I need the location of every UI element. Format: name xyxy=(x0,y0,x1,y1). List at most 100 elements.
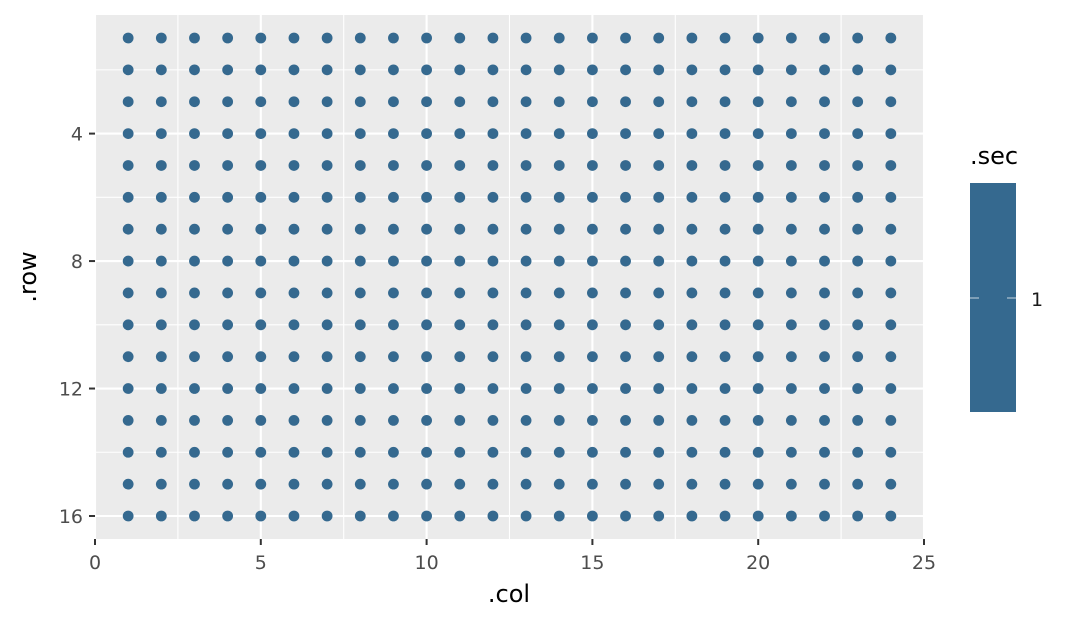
data-point xyxy=(686,128,698,140)
data-point xyxy=(421,223,432,235)
data-point xyxy=(155,191,167,203)
data-point xyxy=(752,446,764,458)
data-point xyxy=(421,64,432,76)
data-point xyxy=(122,160,134,171)
data-point xyxy=(686,160,698,171)
data-point xyxy=(189,255,200,267)
data-point xyxy=(354,96,366,108)
data-point xyxy=(421,128,432,140)
data-point xyxy=(255,223,267,235)
data-point xyxy=(785,510,797,522)
data-point xyxy=(885,32,897,44)
data-point xyxy=(620,351,631,363)
data-point xyxy=(885,287,897,299)
data-point xyxy=(819,255,830,267)
data-point xyxy=(819,191,830,203)
data-point xyxy=(752,510,764,522)
data-point xyxy=(620,96,631,108)
data-point xyxy=(487,223,499,235)
data-point xyxy=(520,160,532,171)
data-point xyxy=(587,351,598,363)
data-point xyxy=(752,319,764,331)
data-point xyxy=(189,478,200,490)
data-point xyxy=(189,96,200,108)
y-tick-label: 8 xyxy=(71,251,83,273)
data-point xyxy=(454,446,466,458)
data-point xyxy=(620,191,631,203)
data-point xyxy=(719,446,731,458)
data-point xyxy=(620,383,631,394)
data-point xyxy=(354,287,366,299)
data-point xyxy=(388,128,399,140)
data-point xyxy=(686,287,698,299)
data-point xyxy=(354,223,366,235)
data-point xyxy=(487,383,499,394)
data-point xyxy=(553,96,565,108)
data-point xyxy=(785,32,797,44)
data-point xyxy=(553,319,565,331)
data-point xyxy=(454,191,466,203)
data-point xyxy=(587,223,598,235)
data-point xyxy=(752,383,764,394)
data-point xyxy=(520,32,532,44)
data-point xyxy=(321,351,333,363)
data-point xyxy=(686,223,698,235)
data-point xyxy=(421,287,432,299)
data-point xyxy=(885,478,897,490)
data-point xyxy=(189,32,200,44)
data-point xyxy=(222,64,234,76)
x-tick-label: 25 xyxy=(912,552,936,574)
data-point xyxy=(520,64,532,76)
data-point xyxy=(587,128,598,140)
data-point xyxy=(122,415,134,426)
data-point xyxy=(752,351,764,363)
data-point xyxy=(487,160,499,171)
data-point xyxy=(553,191,565,203)
data-point xyxy=(454,255,466,267)
data-point xyxy=(189,223,200,235)
data-point xyxy=(122,64,134,76)
data-point xyxy=(222,128,234,140)
data-point xyxy=(388,160,399,171)
data-point xyxy=(354,415,366,426)
data-point xyxy=(819,160,830,171)
data-point xyxy=(785,223,797,235)
data-point xyxy=(653,160,665,171)
data-point xyxy=(122,191,134,203)
data-point xyxy=(852,191,864,203)
data-point xyxy=(255,160,267,171)
data-point xyxy=(288,510,300,522)
x-tick-label: 5 xyxy=(255,552,267,574)
data-point xyxy=(752,128,764,140)
data-point xyxy=(785,287,797,299)
data-point xyxy=(520,478,532,490)
data-point xyxy=(321,478,333,490)
data-point xyxy=(155,415,167,426)
data-point xyxy=(189,383,200,394)
data-point xyxy=(155,128,167,140)
data-point xyxy=(587,191,598,203)
data-point xyxy=(752,160,764,171)
data-point xyxy=(122,478,134,490)
data-point xyxy=(653,351,665,363)
data-point xyxy=(122,383,134,394)
data-point xyxy=(852,223,864,235)
data-point xyxy=(520,255,532,267)
data-point xyxy=(354,510,366,522)
data-point xyxy=(785,128,797,140)
data-point xyxy=(487,96,499,108)
data-point xyxy=(388,287,399,299)
data-point xyxy=(785,446,797,458)
data-point xyxy=(785,478,797,490)
data-point xyxy=(288,383,300,394)
data-point xyxy=(719,478,731,490)
data-point xyxy=(189,351,200,363)
data-point xyxy=(454,128,466,140)
data-point xyxy=(255,191,267,203)
data-point xyxy=(421,415,432,426)
data-point xyxy=(421,478,432,490)
data-point xyxy=(587,415,598,426)
data-point xyxy=(454,319,466,331)
data-point xyxy=(785,191,797,203)
